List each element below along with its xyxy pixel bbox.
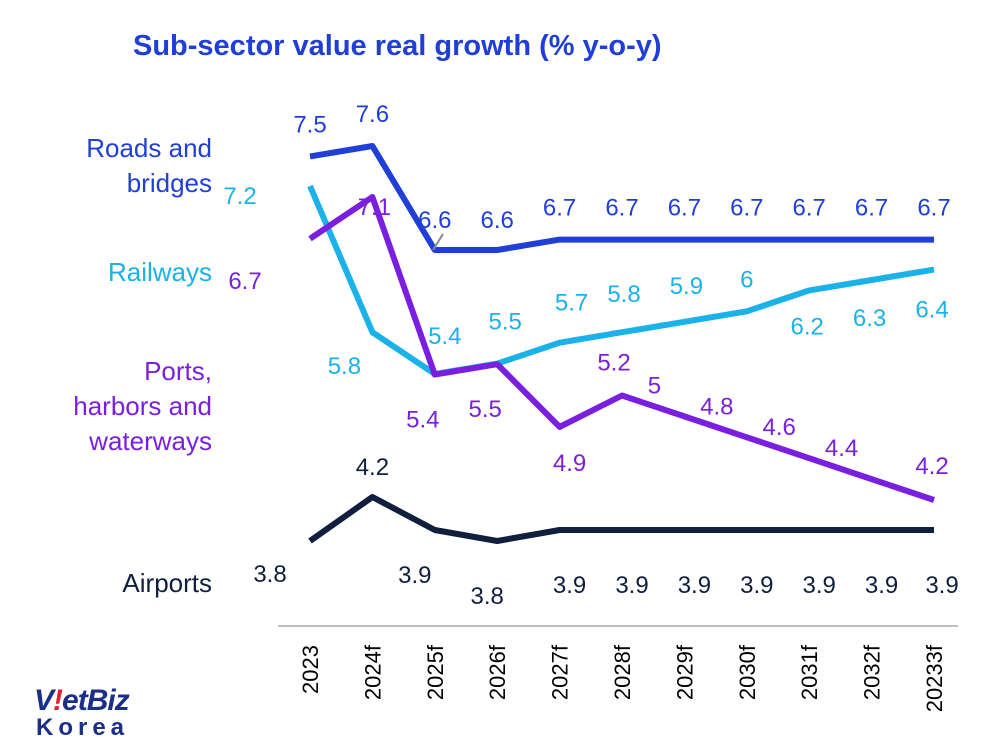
data-label: 6.7 xyxy=(543,195,576,222)
data-label: 5.7 xyxy=(555,290,588,317)
data-label: 4.6 xyxy=(763,414,796,441)
x-tick-label: 2024f xyxy=(360,644,385,700)
data-label: 6.7 xyxy=(917,195,950,222)
data-label: 5 xyxy=(648,372,661,399)
data-label: 6.3 xyxy=(853,305,886,332)
data-label: 6.2 xyxy=(791,313,824,340)
data-label: 5.9 xyxy=(670,273,703,300)
series-line xyxy=(308,194,935,503)
data-label: 4.8 xyxy=(700,393,733,420)
x-tick-label: 2030f xyxy=(735,644,760,700)
logo-subtitle: Korea xyxy=(36,714,130,741)
data-label: 3.9 xyxy=(803,572,836,599)
data-label: 5.5 xyxy=(489,309,522,336)
data-label: 3.9 xyxy=(553,572,586,599)
data-label: 4.9 xyxy=(553,450,586,477)
data-label: 3.9 xyxy=(615,572,648,599)
data-label: 3.9 xyxy=(925,572,958,599)
chart-title: Sub-sector value real growth (% y-o-y) xyxy=(133,30,662,62)
data-label: 6.4 xyxy=(915,297,948,324)
series-line xyxy=(308,494,934,544)
data-label: 7.5 xyxy=(293,111,326,138)
legend-label: Railways xyxy=(108,257,212,287)
data-label: 5.4 xyxy=(406,407,439,434)
data-label: 6 xyxy=(740,266,753,293)
data-label: 4.2 xyxy=(356,454,389,481)
legend-label: Ports, harbors and waterways xyxy=(73,356,212,456)
data-label: 5.8 xyxy=(328,353,361,380)
data-label: 3.9 xyxy=(740,572,773,599)
data-label: 5.4 xyxy=(428,323,461,350)
x-tick-label: 2029f xyxy=(672,644,697,700)
vietbiz-korea-logo: V!etBiz Korea xyxy=(34,684,174,741)
x-tick-label: 20233f xyxy=(922,644,947,712)
data-label: 7.1 xyxy=(358,194,391,221)
x-tick-label: 2026f xyxy=(485,644,510,700)
data-label: 3.9 xyxy=(398,562,431,589)
data-label: 3.9 xyxy=(678,572,711,599)
x-tick-label: 2023 xyxy=(298,645,323,694)
data-label: 5.2 xyxy=(597,350,630,377)
data-label: 6.7 xyxy=(228,268,261,295)
x-tick-label: 2031f xyxy=(797,644,822,700)
data-label: 4.4 xyxy=(825,435,858,462)
data-label: 6.7 xyxy=(793,195,826,222)
data-label: 3.9 xyxy=(865,572,898,599)
data-label: 6.7 xyxy=(668,195,701,222)
data-label: 6.7 xyxy=(855,195,888,222)
data-label: 3.8 xyxy=(471,583,504,610)
data-label: 5.8 xyxy=(607,281,640,308)
x-tick-label: 2027f xyxy=(548,644,573,700)
data-label: 6.7 xyxy=(605,195,638,222)
data-label: 7.6 xyxy=(356,101,389,128)
x-tick-label: 2032f xyxy=(860,644,885,700)
series-line xyxy=(307,184,935,377)
legend-label: Roads and bridges xyxy=(86,133,212,198)
legend-label: Airports xyxy=(122,568,212,598)
data-label: 6.7 xyxy=(730,195,763,222)
series-line xyxy=(309,143,934,253)
data-label: 7.2 xyxy=(223,183,256,210)
data-label: 3.8 xyxy=(253,561,286,588)
data-label: 5.5 xyxy=(469,396,502,423)
x-tick-label: 2025f xyxy=(423,644,448,700)
data-label: 6.6 xyxy=(481,207,514,234)
callout-tick xyxy=(432,233,444,251)
x-tick-label: 2028f xyxy=(610,644,635,700)
data-label: 6.6 xyxy=(418,207,451,234)
data-label: 4.2 xyxy=(915,453,948,480)
logo-wordmark: V!etBiz xyxy=(34,684,130,717)
